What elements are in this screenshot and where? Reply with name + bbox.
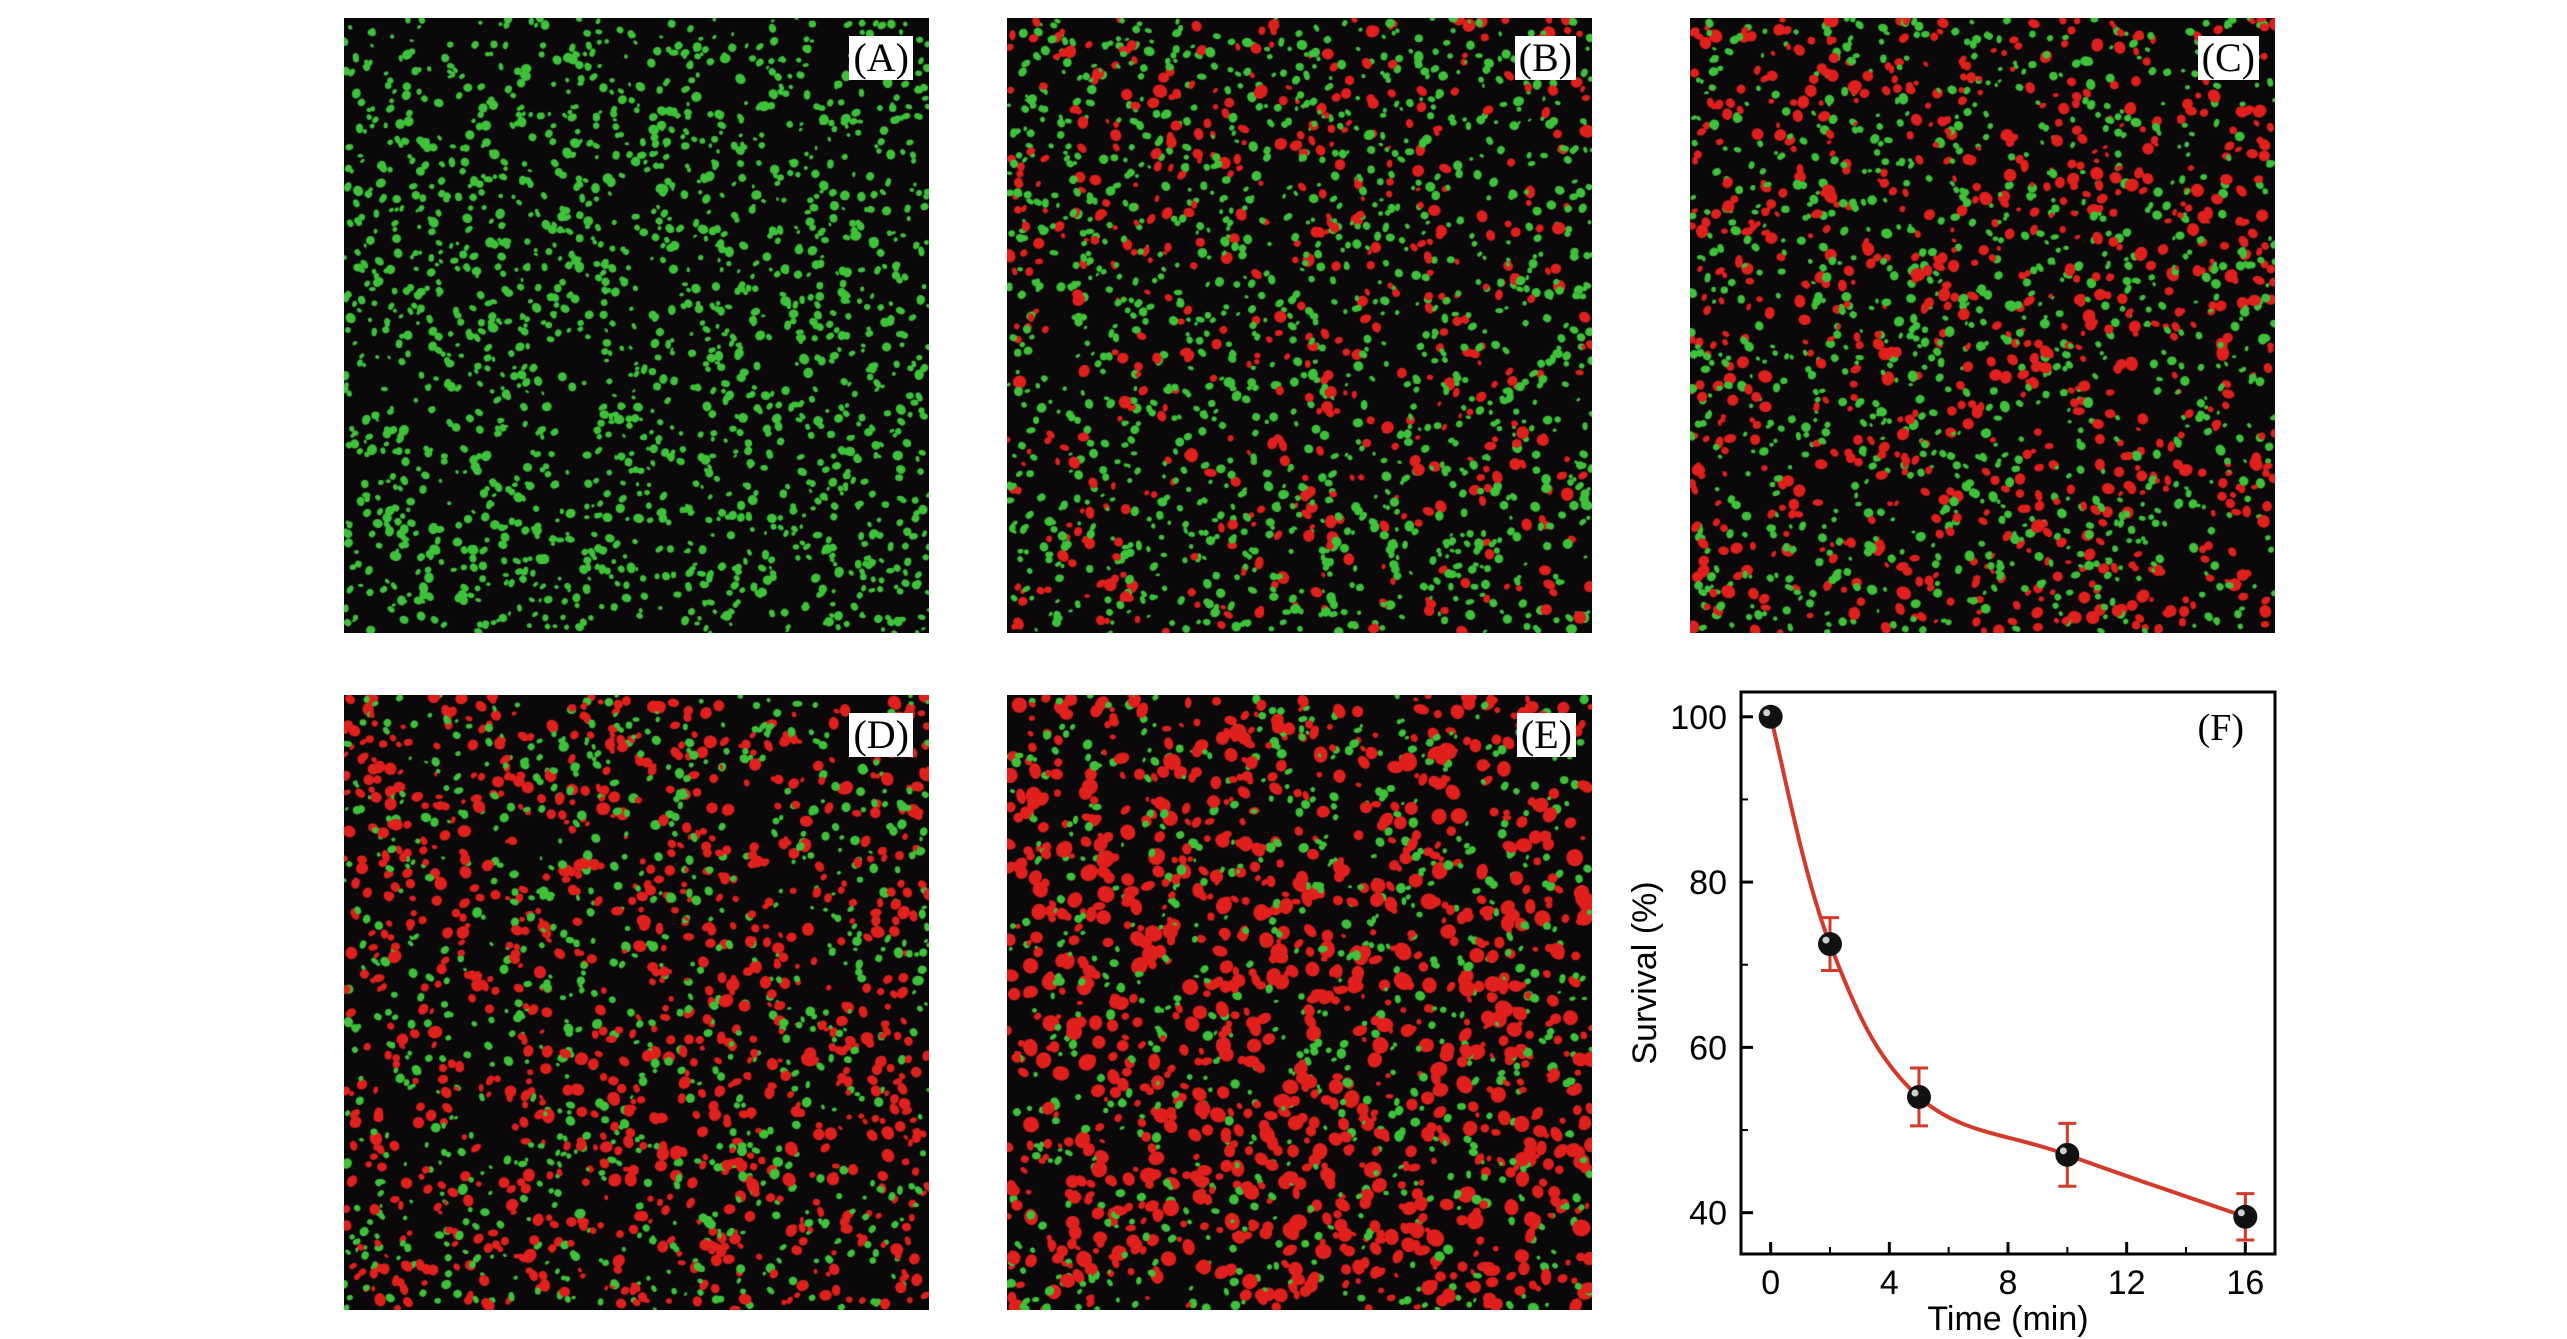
micrograph-image-b bbox=[1007, 18, 1592, 633]
x-tick-label: 4 bbox=[1880, 1264, 1899, 1302]
data-point-highlight bbox=[1763, 709, 1771, 717]
series-survival bbox=[1758, 704, 2258, 1242]
survival-curve bbox=[1768, 716, 2246, 1219]
x-axis-label: Time (min) bbox=[1927, 1300, 2088, 1338]
y-axis-label: Survival (%) bbox=[1626, 881, 1664, 1064]
data-point bbox=[2055, 1142, 2080, 1167]
data-point bbox=[1758, 704, 1783, 729]
y-axis-ticks: 40 60 80 100 bbox=[1670, 699, 1753, 1233]
micrograph-panel-d: (D) bbox=[344, 695, 929, 1310]
micrograph-panel-e: (E) bbox=[1007, 695, 1592, 1310]
data-point-highlight bbox=[1911, 1089, 1919, 1097]
x-tick-label: 16 bbox=[2226, 1264, 2264, 1302]
survival-chart: (F) 0 4 8 12 16 40 60 80 100 Time (min) Surviva… bbox=[1626, 690, 2277, 1338]
micrograph-panel-c: (C) bbox=[1690, 18, 2275, 633]
micrograph-panel-a: (A) bbox=[344, 18, 929, 633]
x-axis-ticks: 0 4 8 12 16 bbox=[1761, 1242, 2264, 1302]
plot-frame bbox=[1739, 690, 2277, 1256]
panel-label-b: (B) bbox=[1514, 36, 1576, 80]
y-tick-label: 80 bbox=[1689, 864, 1727, 902]
micrograph-image-c bbox=[1690, 18, 2275, 633]
y-tick-label: 100 bbox=[1670, 699, 1727, 737]
panel-label-d: (D) bbox=[849, 713, 913, 757]
data-point-highlight bbox=[2237, 1209, 2245, 1217]
data-point-highlight bbox=[2059, 1147, 2067, 1155]
micrograph-image-a bbox=[344, 18, 929, 633]
data-point bbox=[2233, 1204, 2258, 1229]
chart-panel-label: (F) bbox=[2198, 707, 2244, 749]
panel-label-e: (E) bbox=[1516, 713, 1576, 757]
x-tick-label: 8 bbox=[1999, 1264, 2018, 1302]
data-point bbox=[1907, 1084, 1931, 1109]
data-point bbox=[1818, 932, 1842, 957]
x-tick-label: 12 bbox=[2108, 1264, 2146, 1302]
x-tick-label: 0 bbox=[1761, 1264, 1780, 1302]
panel-label-c: (C) bbox=[2197, 36, 2259, 80]
micrograph-panel-b: (B) bbox=[1007, 18, 1592, 633]
micrograph-image-e bbox=[1007, 695, 1592, 1310]
y-tick-label: 60 bbox=[1689, 1029, 1727, 1067]
panel-label-a: (A) bbox=[849, 36, 913, 80]
micrograph-image-d bbox=[344, 695, 929, 1310]
data-point-highlight bbox=[1822, 936, 1830, 944]
y-tick-label: 40 bbox=[1689, 1195, 1727, 1233]
